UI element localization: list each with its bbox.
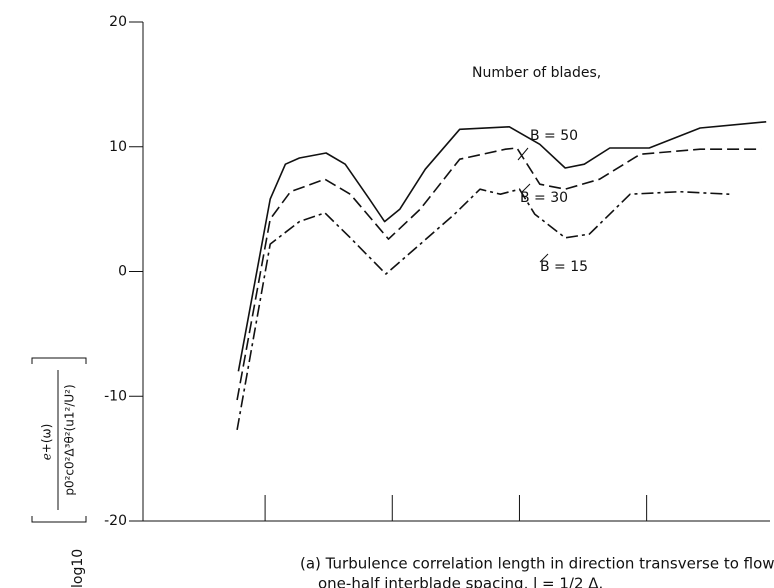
y-label-numerator: ℯ+(ω) <box>40 424 54 461</box>
caption: one-half interblade spacing, l = 1/2 Δ. <box>318 575 603 588</box>
series-line <box>236 147 762 401</box>
legend-title: Number of blades, <box>472 65 601 81</box>
series-line <box>236 188 730 431</box>
series-line <box>237 121 767 372</box>
y-tick-label: 0 <box>118 264 127 280</box>
bracket <box>31 357 87 523</box>
series-label: B = 50 <box>530 128 578 144</box>
leader-lines <box>517 147 549 263</box>
caption: (a) Turbulence correlation length in dir… <box>300 555 774 573</box>
y-axis-label: log10 ℯ+(ω) p0²c0²Δ³θ²(u1²/U²) <box>31 357 87 588</box>
y-tick-label: -10 <box>104 388 127 404</box>
y-tick-label: 10 <box>109 139 127 155</box>
y-label-denominator: p0²c0²Δ³θ²(u1²/U²) <box>63 384 77 495</box>
series-label: B = 15 <box>540 259 588 275</box>
series-label: B = 30 <box>520 190 568 206</box>
y-tick-label: 20 <box>109 14 127 30</box>
y-tick-label: -20 <box>104 513 127 529</box>
y-label-function: log10 <box>70 549 86 588</box>
